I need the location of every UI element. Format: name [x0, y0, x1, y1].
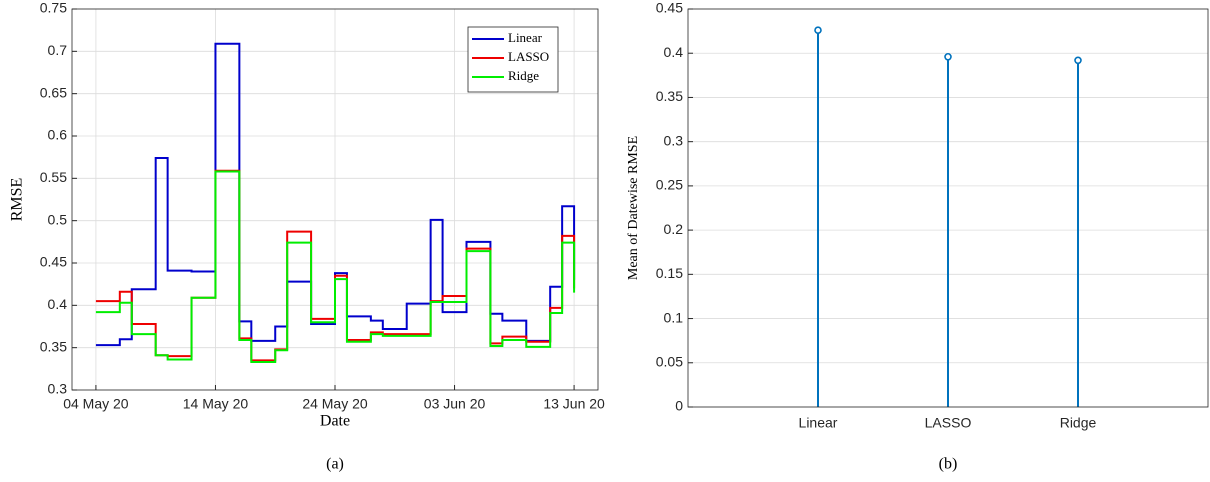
y-tick-label: 0.1 [664, 309, 684, 325]
x-tick-label: Ridge [1060, 415, 1097, 431]
legend-label: Ridge [508, 68, 539, 83]
legend-label: Linear [508, 30, 543, 45]
y-tick-label: 0.5 [48, 211, 68, 227]
x-axis-label: Date [320, 413, 350, 430]
y-tick-label: 0.4 [664, 44, 684, 60]
y-axis-label: RMSE [9, 178, 26, 222]
x-tick-label: Linear [799, 415, 838, 431]
y-tick-label: 0.75 [40, 0, 67, 16]
stairs-line [95, 42, 576, 347]
y-tick-label: 0.2 [664, 221, 684, 237]
axes-box [71, 8, 599, 391]
y-tick-label: 0.6 [48, 127, 68, 143]
stem-marker [944, 52, 952, 61]
y-tick-label: 0.45 [40, 254, 67, 270]
y-tick-label: 0.35 [656, 88, 683, 104]
stem-marker [1074, 56, 1082, 65]
stairs-line [95, 170, 576, 364]
x-tick-label: 24 May 20 [302, 396, 368, 412]
y-tick-label: 0.65 [40, 84, 67, 100]
y-tick-label: 0.15 [656, 265, 683, 281]
stairs-line [95, 169, 576, 362]
y-tick-label: 0.3 [664, 132, 684, 148]
y-tick-label: 0.05 [656, 353, 683, 369]
stem-marker [814, 26, 822, 35]
caption: (a) [326, 456, 344, 473]
y-tick-label: 0 [675, 398, 683, 414]
y-tick-label: 0.55 [40, 169, 67, 185]
y-tick-label: 0.7 [48, 42, 68, 58]
x-tick-label: 03 Jun 20 [424, 396, 486, 412]
y-axis-label: Mean of Datewise RMSE [626, 136, 641, 280]
y-tick-label: 0.4 [48, 296, 68, 312]
legend-label: LASSO [508, 49, 549, 64]
y-tick-label: 0.35 [40, 338, 67, 354]
caption: (b) [939, 456, 958, 473]
axes-box [687, 8, 1209, 408]
x-tick-label: 13 Jun 20 [543, 396, 605, 412]
legend: Linear LASSO Ridge [467, 26, 559, 93]
x-tick-label: 14 May 20 [183, 396, 249, 412]
y-tick-label: 0.3 [48, 381, 68, 397]
x-tick-label: LASSO [925, 415, 972, 431]
x-tick-label: 04 May 20 [63, 396, 129, 412]
y-tick-label: 0.45 [656, 0, 683, 16]
y-tick-label: 0.25 [656, 177, 683, 193]
legend-box [467, 26, 559, 93]
